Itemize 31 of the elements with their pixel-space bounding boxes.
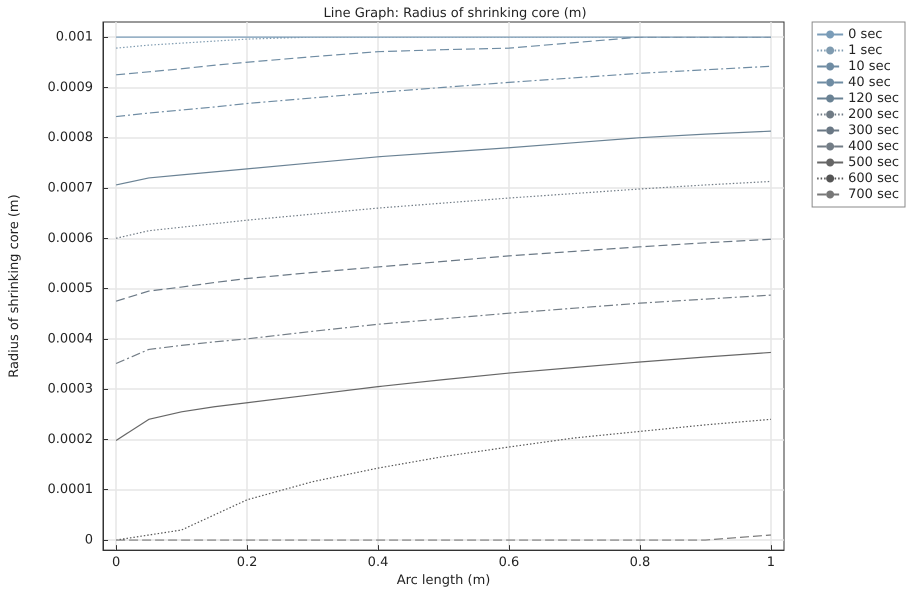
x-tick-label: 0.6 <box>498 555 520 570</box>
legend-label: 500 sec <box>848 155 900 170</box>
y-tick-label: 0.0006 <box>48 230 93 246</box>
legend-label: 700 sec <box>848 187 900 202</box>
legend-label: 0 sec <box>848 27 882 42</box>
legend-label: 40 sec <box>848 75 891 90</box>
y-tick-label: 0.0008 <box>48 130 93 146</box>
y-tick-label: 0.0001 <box>48 482 93 498</box>
legend-label: 300 sec <box>848 123 900 138</box>
legend-label: 10 sec <box>848 59 891 74</box>
legend-label: 1 sec <box>848 43 882 58</box>
y-tick-label: 0.0003 <box>48 382 93 397</box>
x-axis-title: Arc length (m) <box>396 573 490 588</box>
y-axis-title: Radius of shrinking core (m) <box>7 194 22 378</box>
y-tick-label: 0.0007 <box>48 180 93 196</box>
y-tick-label: 0.0009 <box>48 80 93 95</box>
legend-label: 600 sec <box>848 171 900 186</box>
legend-label: 200 sec <box>848 107 900 122</box>
x-tick-label: 0.4 <box>368 555 388 570</box>
x-tick-label: 1 <box>766 555 776 570</box>
chart-title: Line Graph: Radius of shrinking core (m) <box>323 6 587 21</box>
legend-label: 120 sec <box>848 91 900 106</box>
y-tick-label: 0.0005 <box>48 281 93 296</box>
x-tick-label: 0.8 <box>630 555 650 570</box>
y-tick-label: 0.001 <box>56 30 93 45</box>
y-tick-label: 0.0002 <box>48 432 93 447</box>
x-tick-label: 0.2 <box>236 555 258 570</box>
y-tick-label: 0 <box>84 532 93 548</box>
legend-label: 400 sec <box>848 139 900 154</box>
y-tick-label: 0.0004 <box>48 331 93 346</box>
x-tick-label: 0 <box>112 555 120 570</box>
